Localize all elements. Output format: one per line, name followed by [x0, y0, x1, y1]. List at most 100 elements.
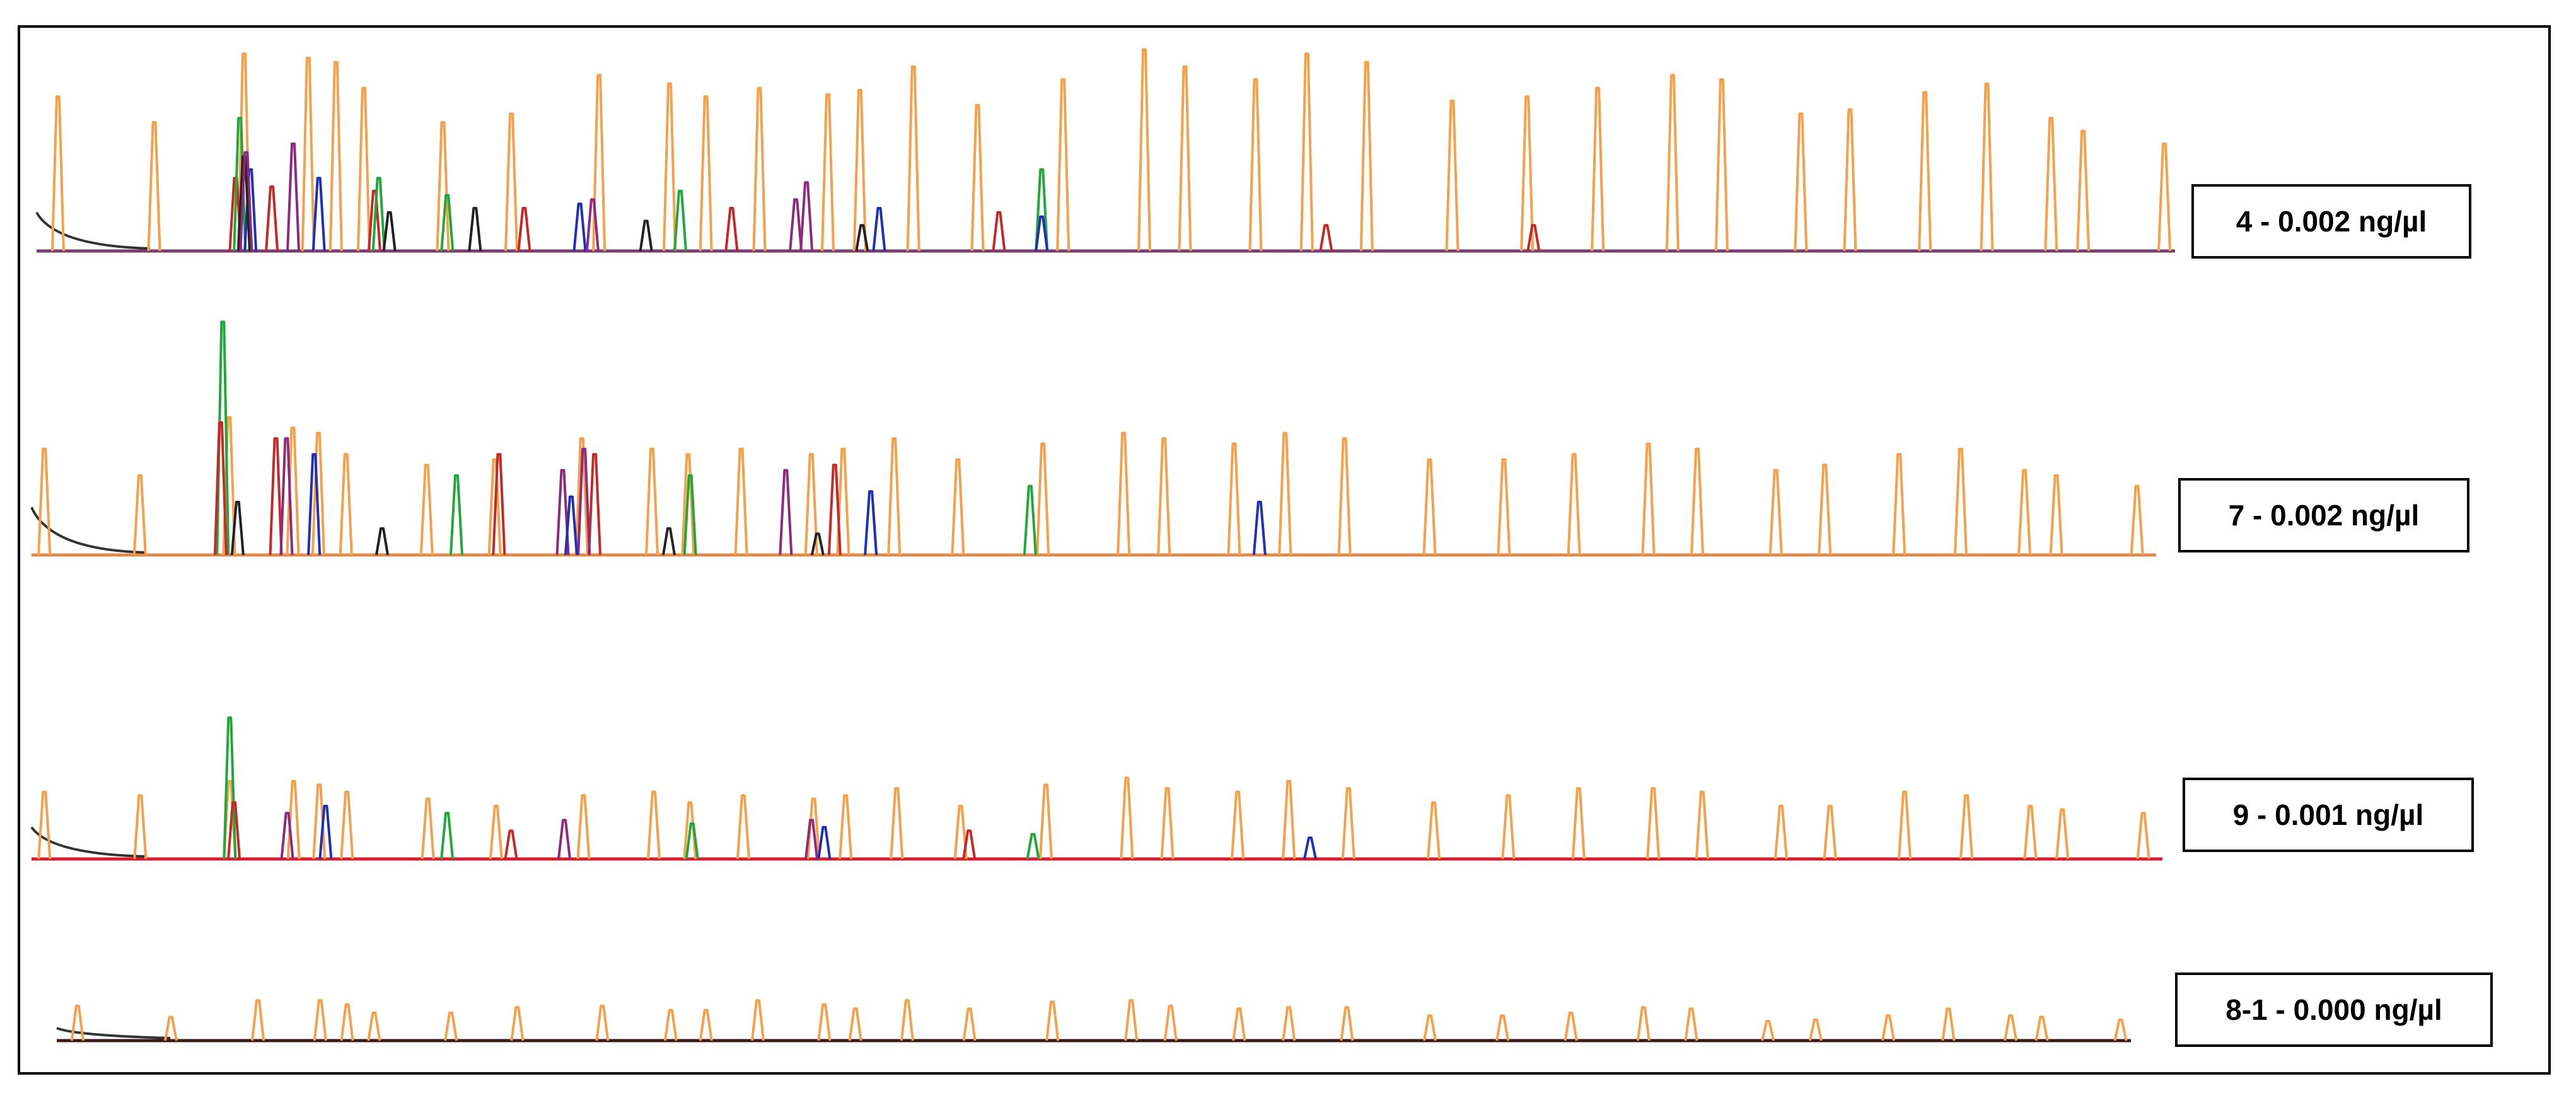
peak-p4-s1-30: [1881, 1014, 1896, 1041]
peak-p1-s1-24: [1520, 95, 1535, 252]
peak-p3-s1-16: [953, 805, 968, 860]
panel-2-trace: [30, 320, 2156, 557]
peak-p2-s1-18: [1117, 431, 1131, 556]
peak-p1-s1-8: [504, 112, 519, 252]
peak-p4-s1-23: [1423, 1014, 1437, 1041]
peak-p2-s4-1: [279, 437, 294, 556]
panel-2-primer-tail: [30, 506, 146, 554]
peak-p2-s1-31: [1953, 448, 1968, 556]
panel-label-4: 8-1 - 0.000 ng/µl: [2175, 972, 2493, 1047]
peak-p2-s1-3: [222, 416, 236, 556]
peak-p4-s1-27: [1684, 1007, 1698, 1041]
peak-p4-s1-29: [1808, 1019, 1823, 1041]
peak-p1-s5-3: [468, 207, 482, 252]
peak-p3-s1-19: [1160, 787, 1175, 860]
peak-p3-s1-25: [1571, 787, 1586, 860]
peak-p2-s1-16: [951, 458, 965, 556]
peak-p4-s1-3: [251, 999, 265, 1041]
peak-p1-s1-11: [699, 95, 713, 252]
peak-p2-s1-24: [1497, 458, 1511, 556]
peak-p4-s1-12: [751, 999, 765, 1041]
peak-p2-s1-13: [804, 453, 818, 556]
peak-p3-s1-33: [2055, 808, 2070, 860]
peak-p1-s1-29: [1843, 108, 1857, 252]
peak-p3-s3-1: [280, 812, 294, 860]
peak-p1-s2-7: [1319, 224, 1333, 252]
peak-p2-s4-4: [779, 469, 793, 556]
peak-p1-s5-4: [639, 219, 653, 252]
peak-p3-s1-27: [1695, 790, 1709, 860]
peak-p2-s1-9: [574, 437, 589, 556]
peak-p2-s6-2: [375, 527, 390, 556]
peak-p2-s4-3: [577, 448, 591, 556]
peak-p1-s4-4: [872, 207, 886, 252]
peak-p1-s1-14: [852, 89, 867, 252]
peak-p1-s1-2: [147, 121, 161, 252]
peak-p3-s1-14: [838, 794, 853, 860]
peak-p1-s3-2: [371, 177, 386, 252]
peak-p1-s5-5: [855, 224, 869, 252]
peak-p1-s2-8: [1526, 224, 1541, 252]
peak-p4-s1-4: [313, 999, 327, 1041]
peak-p1-s1-15: [906, 65, 920, 252]
peak-p4-s1-8: [510, 1006, 525, 1041]
peak-p2-s1-6: [339, 453, 353, 556]
peak-p4-s1-13: [817, 1003, 832, 1041]
peak-p3-s3-2: [557, 819, 571, 860]
peak-p2-s6-1: [230, 501, 245, 556]
panel-label-1: 4 - 0.002 ng/µl: [2191, 184, 2471, 259]
peak-p1-s1-26: [1665, 74, 1680, 252]
peak-p2-s3-5: [827, 464, 842, 556]
peak-p1-s1-10: [663, 82, 677, 252]
panel-3-primer-tail: [30, 826, 146, 858]
peak-p2-s6-3: [662, 527, 676, 556]
peak-p2-s1-25: [1567, 453, 1581, 556]
peak-p3-s2-3: [685, 822, 699, 860]
peak-p4-s1-11: [699, 1008, 713, 1041]
peak-p1-s4-5: [1035, 215, 1049, 252]
peak-p2-s1-15: [887, 437, 902, 556]
peak-p2-s3-1: [213, 421, 228, 556]
peak-p3-s1-7: [421, 797, 435, 860]
peak-p1-s4-3: [572, 202, 587, 252]
peak-p3-s1-1: [37, 790, 52, 860]
peak-p1-s4-2: [311, 177, 326, 252]
peak-p3-s1-15: [890, 787, 904, 860]
panel-3-trace: [30, 716, 2162, 861]
peak-p2-s1-17: [1036, 442, 1050, 556]
peak-p4-s1-9: [595, 1005, 610, 1041]
peak-p3-s1-17: [1038, 783, 1053, 860]
peak-p1-s1-30: [1918, 91, 1932, 252]
peak-p1-s1-19: [1178, 65, 1192, 252]
peak-p3-s1-9: [576, 794, 591, 860]
peak-p3-s1-18: [1120, 776, 1134, 860]
peak-p4-s1-22: [1340, 1006, 1354, 1041]
peak-p2-s1-34: [2130, 484, 2144, 556]
peak-p1-s2-2: [265, 185, 279, 252]
peak-p1-s3-5: [1035, 168, 1049, 252]
peak-p4-s1-20: [1232, 1007, 1246, 1041]
peak-p1-s1-20: [1248, 78, 1263, 252]
peak-p4-s1-25: [1564, 1012, 1578, 1041]
peak-p1-s1-7: [436, 121, 450, 252]
peak-p2-s1-29: [1818, 464, 1832, 556]
peak-p1-s1-33: [2076, 129, 2091, 252]
peak-p2-s2-2: [450, 474, 463, 556]
peak-p1-s1-21: [1299, 52, 1314, 252]
peak-p1-s1-17: [1056, 78, 1070, 252]
peak-p2-s1-32: [2017, 469, 2032, 556]
peak-p2-s1-12: [734, 448, 748, 556]
peak-p4-s1-17: [1045, 1000, 1060, 1041]
peak-p1-s1-25: [1591, 86, 1605, 252]
peak-p2-s2-4: [1023, 484, 1037, 556]
peak-p2-s1-28: [1768, 469, 1783, 556]
panel-label-3: 9 - 0.001 ng/µl: [2183, 778, 2474, 852]
peak-p3-s5-2: [504, 829, 518, 860]
peak-p1-s1-22: [1359, 61, 1374, 252]
peak-p1-s1-4: [301, 57, 315, 252]
peak-p3-s2-1: [223, 716, 237, 860]
peak-p2-s1-19: [1157, 437, 1171, 556]
peak-p1-s1-16: [970, 103, 985, 252]
peak-p2-s1-33: [2049, 474, 2063, 556]
